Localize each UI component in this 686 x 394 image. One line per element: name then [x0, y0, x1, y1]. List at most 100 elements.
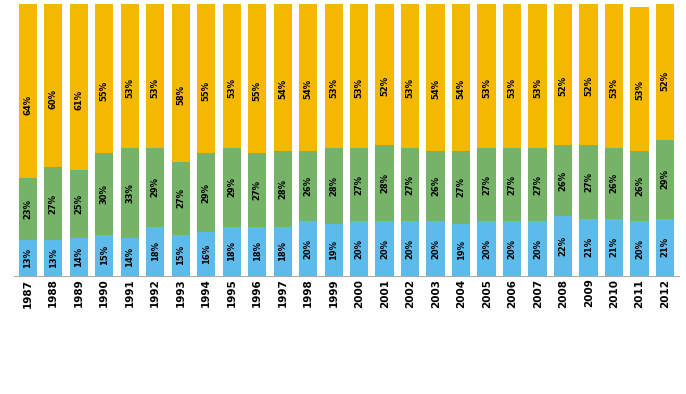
Text: 26%: 26% [431, 176, 440, 196]
Bar [554, 4, 572, 145]
Text: 53%: 53% [635, 80, 644, 100]
Bar [248, 153, 266, 227]
Text: 21%: 21% [584, 237, 593, 257]
Text: 52%: 52% [661, 71, 670, 91]
Bar [197, 232, 215, 276]
Text: 20%: 20% [508, 239, 517, 258]
Text: 14%: 14% [74, 247, 83, 267]
Bar [299, 221, 318, 276]
Text: 20%: 20% [355, 239, 364, 258]
Bar [69, 4, 88, 170]
Text: 52%: 52% [558, 76, 567, 96]
Text: 27%: 27% [355, 175, 364, 195]
Text: 22%: 22% [558, 236, 567, 256]
Text: 53%: 53% [151, 78, 160, 97]
Bar [69, 170, 88, 238]
Text: 26%: 26% [635, 176, 644, 196]
Text: 21%: 21% [661, 237, 670, 257]
Bar [274, 227, 292, 276]
Text: 26%: 26% [610, 173, 619, 193]
Bar [146, 148, 165, 227]
Text: 27%: 27% [457, 177, 466, 197]
Text: 53%: 53% [126, 78, 134, 97]
Text: 28%: 28% [329, 176, 338, 196]
Bar [452, 4, 471, 151]
Bar [605, 219, 624, 276]
Bar [350, 4, 368, 148]
Text: 15%: 15% [99, 245, 108, 266]
Text: 27%: 27% [252, 180, 261, 200]
Text: 13%: 13% [49, 248, 58, 268]
Text: 64%: 64% [23, 95, 32, 115]
Bar [630, 151, 649, 221]
Bar [44, 167, 62, 240]
Text: 20%: 20% [380, 239, 389, 258]
Bar [69, 238, 88, 276]
Text: 19%: 19% [329, 240, 338, 260]
Bar [172, 235, 190, 276]
Bar [274, 151, 292, 227]
Bar [95, 235, 113, 276]
Bar [554, 145, 572, 216]
Bar [44, 240, 62, 276]
Bar [528, 4, 547, 148]
Bar [580, 145, 598, 219]
Text: 20%: 20% [533, 239, 542, 258]
Text: 53%: 53% [329, 78, 338, 97]
Text: 25%: 25% [74, 194, 83, 214]
Text: 53%: 53% [405, 78, 414, 97]
Bar [477, 221, 496, 276]
Bar [222, 4, 241, 148]
Text: 26%: 26% [558, 171, 567, 191]
Bar [375, 221, 394, 276]
Text: 14%: 14% [126, 247, 134, 267]
Bar [324, 4, 343, 148]
Text: 55%: 55% [202, 81, 211, 101]
Bar [630, 7, 649, 151]
Bar [324, 224, 343, 276]
Text: 27%: 27% [584, 172, 593, 192]
Text: 20%: 20% [482, 239, 491, 258]
Bar [503, 148, 521, 221]
Text: 15%: 15% [176, 245, 185, 266]
Bar [452, 151, 471, 224]
Bar [44, 4, 62, 167]
Bar [146, 4, 165, 148]
Text: 52%: 52% [584, 76, 593, 96]
Bar [95, 153, 113, 235]
Bar [427, 221, 445, 276]
Bar [375, 4, 394, 145]
Bar [19, 4, 37, 178]
Text: 16%: 16% [202, 244, 211, 264]
Bar [146, 227, 165, 276]
Bar [554, 216, 572, 276]
Text: 20%: 20% [405, 239, 414, 258]
Text: 20%: 20% [431, 239, 440, 258]
Bar [248, 4, 266, 153]
Text: 55%: 55% [252, 81, 261, 101]
Bar [121, 148, 139, 238]
Text: 28%: 28% [380, 173, 389, 193]
Text: 26%: 26% [304, 176, 313, 196]
Bar [19, 240, 37, 276]
Bar [222, 148, 241, 227]
Bar [605, 148, 624, 219]
Text: 21%: 21% [610, 237, 619, 257]
Bar [324, 148, 343, 224]
Bar [248, 227, 266, 276]
Text: 53%: 53% [533, 78, 542, 97]
Text: 18%: 18% [151, 242, 160, 261]
Bar [477, 148, 496, 221]
Bar [656, 219, 674, 276]
Bar [528, 148, 547, 221]
Text: 53%: 53% [227, 78, 236, 97]
Text: 61%: 61% [74, 90, 83, 110]
Bar [121, 238, 139, 276]
Bar [19, 178, 37, 240]
Text: 53%: 53% [610, 78, 619, 97]
Text: 58%: 58% [176, 85, 185, 105]
Text: 27%: 27% [405, 175, 414, 195]
Bar [274, 4, 292, 151]
Text: 55%: 55% [99, 81, 108, 101]
Text: 29%: 29% [661, 169, 670, 189]
